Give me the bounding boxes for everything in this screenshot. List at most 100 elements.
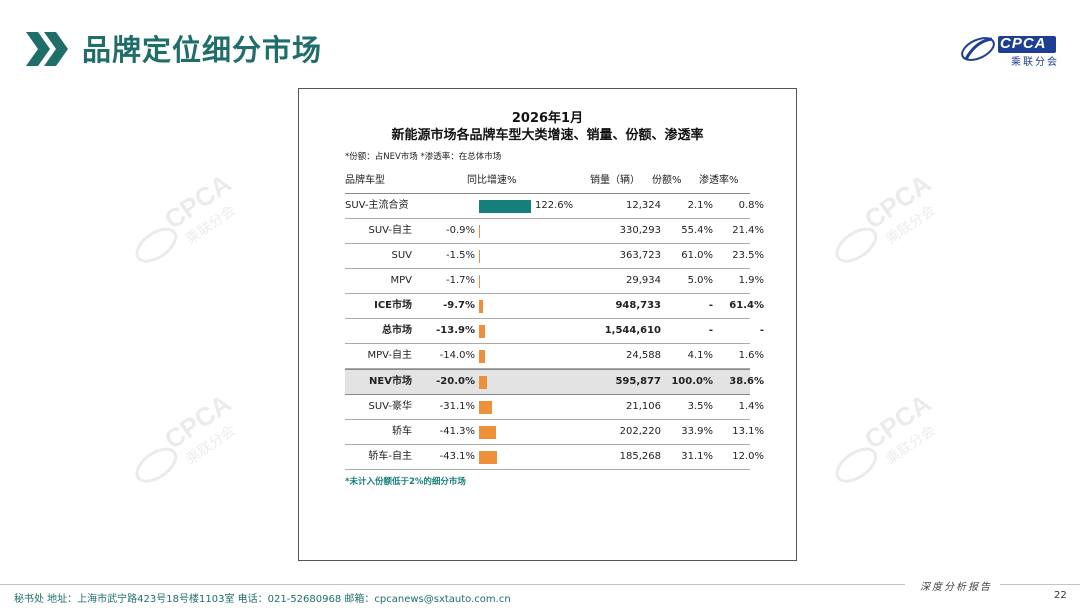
- logo-subtext: 乘联分会: [1011, 57, 1059, 68]
- header-penetration: 渗透率%: [699, 175, 739, 186]
- row-name: SUV: [391, 250, 412, 261]
- volume-value: 948,733: [615, 300, 661, 311]
- row-name: SUV-自主: [368, 225, 412, 236]
- growth-bar: [479, 225, 480, 238]
- row-name: 轿车: [392, 426, 412, 437]
- page-title: 品牌定位细分市场: [82, 33, 323, 67]
- growth-label: -41.3%: [439, 426, 475, 437]
- share-value: 33.9%: [681, 426, 713, 437]
- table-header: 品牌车型 同比增速% 销量（辆） 份额% 渗透率%: [345, 169, 750, 194]
- page-number: 22: [1054, 590, 1067, 601]
- watermark-logo-icon: CPCA 乘联分会: [135, 168, 238, 263]
- watermark-logo-icon: CPCA 乘联分会: [835, 168, 938, 263]
- penetration-value: 12.0%: [732, 451, 764, 462]
- volume-value: 595,877: [615, 376, 661, 387]
- growth-label: 122.6%: [535, 200, 574, 211]
- penetration-value: 0.8%: [738, 200, 764, 211]
- row-name: SUV-豪华: [368, 401, 412, 412]
- watermark-subtext: 乘联分会: [183, 423, 238, 468]
- growth-bar: [479, 451, 497, 464]
- growth-label: -14.0%: [439, 350, 475, 361]
- penetration-value: -: [759, 325, 764, 336]
- logo-text: CPCA: [1000, 35, 1047, 52]
- table-row: 轿车 -41.3% 202,220 33.9% 13.1%: [345, 420, 764, 445]
- row-name: MPV: [390, 275, 413, 286]
- share-value: -: [708, 325, 713, 336]
- growth-bar: [479, 300, 484, 313]
- watermark-text: CPCA: [859, 168, 937, 235]
- row-name: 轿车-自主: [368, 451, 412, 462]
- row-name: ICE市场: [374, 300, 412, 311]
- table-row: 总市场 -13.9% 1,544,610 - -: [345, 319, 764, 344]
- growth-label: -31.1%: [439, 401, 475, 412]
- penetration-value: 61.4%: [729, 300, 764, 311]
- watermark-subtext: 乘联分会: [883, 203, 938, 248]
- watermark-subtext: 乘联分会: [883, 423, 938, 468]
- header-volume: 销量（辆）: [590, 175, 640, 186]
- volume-value: 1,544,610: [604, 325, 661, 336]
- panel-title-date: 2026年1月: [511, 111, 584, 126]
- table-body: SUV-主流合资 122.6% 12,324 2.1% 0.8% SUV-自主 -0.9% 3…: [345, 194, 764, 470]
- growth-bar: [479, 401, 492, 414]
- watermark-text: CPCA: [859, 388, 937, 455]
- data-table-panel: 2026年1月 新能源市场各品牌车型大类增速、销量、份额、渗透率 *份额：占NE…: [298, 88, 797, 561]
- share-value: 4.1%: [687, 350, 713, 361]
- data-table: 品牌车型 同比增速% 销量（辆） 份额% 渗透率% SUV-主流合资 122.6%…: [345, 169, 764, 470]
- panel-note: *份额：占NEV市场 *渗透率：在总体市场: [345, 152, 502, 162]
- share-value: -: [708, 300, 713, 311]
- table-row: SUV-豪华 -31.1% 21,106 3.5% 1.4%: [345, 395, 764, 420]
- share-value: 2.1%: [687, 200, 713, 211]
- growth-bar: [479, 250, 480, 263]
- growth-label: -0.9%: [445, 225, 475, 236]
- growth-label: -13.9%: [436, 325, 475, 336]
- growth-bar: [479, 325, 485, 338]
- table-row: SUV -1.5% 363,723 61.0% 23.5%: [345, 244, 764, 269]
- watermark-subtext: 乘联分会: [183, 203, 238, 248]
- volume-value: 185,268: [619, 451, 661, 462]
- watermark-text: CPCA: [159, 168, 237, 235]
- penetration-value: 21.4%: [732, 225, 764, 236]
- header-chevron-icon: [26, 32, 68, 66]
- table-row: MPV-自主 -14.0% 24,588 4.1% 1.6%: [345, 344, 764, 369]
- footer-divider: [1000, 584, 1080, 585]
- watermark-logo-icon: CPCA 乘联分会: [835, 388, 938, 483]
- growth-label: -20.0%: [436, 376, 475, 387]
- share-value: 31.1%: [681, 451, 713, 462]
- row-name: 总市场: [382, 325, 412, 336]
- header-name: 品牌车型: [345, 175, 385, 186]
- header-share: 份额%: [652, 175, 682, 186]
- panel-footnote: *未计入份额低于2%的细分市场: [345, 477, 466, 487]
- table-row: MPV -1.7% 29,934 5.0% 1.9%: [345, 269, 764, 294]
- watermark-text: CPCA: [159, 388, 237, 455]
- cpca-logo-icon: [961, 36, 1056, 61]
- row-name: SUV-主流合资: [345, 200, 409, 211]
- penetration-value: 1.6%: [738, 350, 764, 361]
- table-row: SUV-主流合资 122.6% 12,324 2.1% 0.8%: [345, 194, 764, 219]
- growth-label: -1.7%: [445, 275, 475, 286]
- volume-value: 330,293: [619, 225, 661, 236]
- volume-value: 202,220: [619, 426, 661, 437]
- volume-value: 21,106: [626, 401, 661, 412]
- footer-divider: [0, 584, 905, 585]
- volume-value: 24,588: [626, 350, 661, 361]
- penetration-value: 1.4%: [738, 401, 764, 412]
- panel-title: 新能源市场各品牌车型大类增速、销量、份额、渗透率: [391, 128, 704, 143]
- table-row: NEV市场 -20.0% 595,877 100.0% 38.6%: [345, 369, 764, 395]
- share-value: 55.4%: [681, 225, 713, 236]
- growth-bar: [479, 376, 488, 389]
- penetration-value: 38.6%: [729, 376, 764, 387]
- growth-label: -43.1%: [439, 451, 475, 462]
- share-value: 100.0%: [671, 376, 713, 387]
- volume-value: 12,324: [626, 200, 661, 211]
- footer-contact: 秘书处 地址：上海市武宁路423号18号楼1103室 电话：021-526809…: [14, 594, 511, 605]
- share-value: 5.0%: [687, 275, 713, 286]
- share-value: 3.5%: [687, 401, 713, 412]
- penetration-value: 23.5%: [732, 250, 764, 261]
- share-value: 61.0%: [681, 250, 713, 261]
- volume-value: 29,934: [626, 275, 661, 286]
- table-row: 轿车-自主 -43.1% 185,268 31.1% 12.0%: [345, 445, 764, 470]
- row-name: MPV-自主: [367, 350, 412, 361]
- growth-bar: [479, 275, 480, 288]
- row-name: NEV市场: [369, 376, 412, 387]
- volume-value: 363,723: [619, 250, 661, 261]
